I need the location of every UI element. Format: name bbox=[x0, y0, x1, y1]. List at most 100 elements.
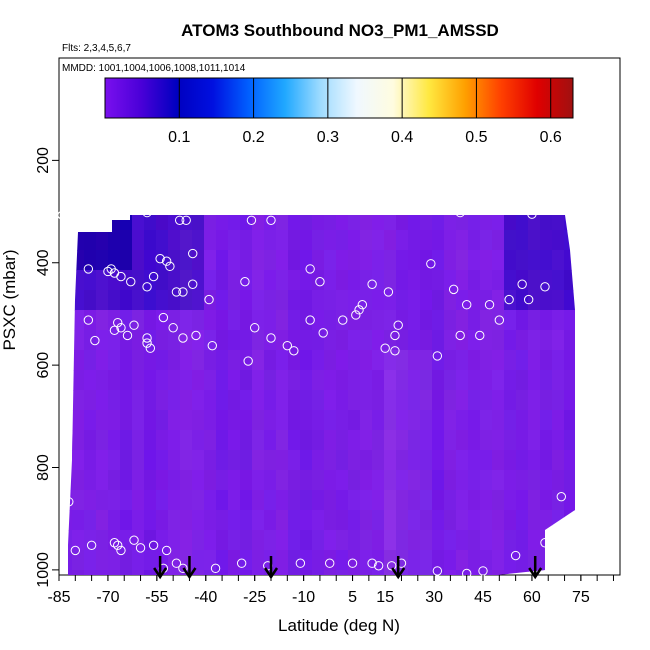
field-cell bbox=[204, 410, 217, 431]
field-cell bbox=[420, 215, 433, 231]
field-cell bbox=[396, 270, 409, 291]
field-cell bbox=[432, 530, 445, 551]
field-cell bbox=[444, 450, 457, 471]
field-cell bbox=[504, 450, 517, 471]
field-cell bbox=[432, 270, 445, 291]
field-cell bbox=[468, 430, 481, 451]
field-cell bbox=[228, 390, 241, 411]
field-cell bbox=[516, 570, 529, 575]
field-cell bbox=[408, 390, 421, 411]
field-cell bbox=[576, 270, 589, 291]
field-cell bbox=[120, 530, 133, 551]
field-cell bbox=[312, 410, 325, 431]
field-cell bbox=[288, 330, 301, 351]
field-cell bbox=[68, 290, 73, 311]
observation-point bbox=[174, 172, 185, 182]
field-cell bbox=[396, 250, 409, 271]
arrow-head bbox=[391, 567, 406, 580]
field-cell bbox=[324, 570, 337, 575]
field-cell bbox=[72, 250, 85, 271]
field-cell bbox=[456, 270, 469, 291]
field-cell bbox=[468, 490, 481, 511]
field-cell bbox=[228, 510, 241, 531]
observation-point bbox=[103, 266, 113, 277]
field-cell bbox=[312, 450, 325, 471]
field-cell bbox=[576, 430, 589, 451]
field-cell bbox=[96, 230, 109, 251]
observation-point bbox=[455, 207, 465, 218]
observation-point bbox=[550, 183, 560, 194]
observation-point bbox=[347, 558, 358, 568]
field-cell bbox=[204, 510, 217, 531]
field-cell bbox=[324, 370, 337, 391]
field-cell bbox=[240, 290, 253, 311]
field-cell bbox=[456, 470, 469, 491]
field-cell bbox=[312, 430, 325, 451]
field-cell bbox=[540, 350, 553, 371]
field-cell bbox=[204, 250, 217, 271]
field-cell bbox=[120, 250, 133, 271]
observation-point bbox=[246, 215, 257, 225]
colorbar-tick-label: 0.4 bbox=[391, 129, 413, 146]
field-cell bbox=[216, 550, 229, 571]
field-cell bbox=[120, 290, 133, 311]
observation-point bbox=[416, 194, 426, 204]
field-cell bbox=[300, 570, 313, 575]
field-cell bbox=[132, 390, 145, 411]
observation-point bbox=[148, 271, 159, 282]
field-cell bbox=[252, 250, 265, 271]
field-cell bbox=[192, 350, 205, 371]
field-cell bbox=[372, 215, 385, 231]
field-cell bbox=[432, 330, 445, 351]
field-cell bbox=[288, 430, 301, 451]
x-tick-label: 15 bbox=[376, 589, 394, 606]
field-cell bbox=[432, 390, 445, 411]
field-cell bbox=[480, 470, 493, 491]
field-cell bbox=[372, 230, 385, 251]
field-cell bbox=[216, 410, 229, 431]
field-cell bbox=[72, 570, 85, 575]
field-cell bbox=[68, 470, 73, 491]
field-cell bbox=[144, 510, 157, 531]
field-cell bbox=[216, 370, 229, 391]
field-cell bbox=[444, 290, 457, 311]
y-axis: 200 400 600 800 1000 bbox=[35, 147, 59, 588]
field-cell bbox=[504, 250, 517, 271]
field-cell bbox=[312, 230, 325, 251]
observation-point bbox=[354, 305, 364, 315]
field-cell bbox=[168, 410, 181, 431]
field-cell bbox=[192, 530, 205, 551]
field-cell bbox=[564, 550, 575, 571]
field-cell bbox=[312, 350, 325, 371]
field-cell bbox=[84, 450, 97, 471]
field-cell bbox=[480, 310, 493, 331]
field-cell bbox=[300, 510, 313, 531]
field-cell bbox=[432, 450, 445, 471]
field-cell bbox=[180, 370, 193, 391]
field-cell bbox=[444, 230, 457, 251]
observation-point bbox=[455, 330, 465, 341]
field-cell bbox=[540, 490, 553, 511]
field-cell bbox=[372, 430, 385, 451]
field-cell bbox=[144, 250, 157, 271]
observation-point bbox=[523, 294, 534, 305]
observation-point bbox=[171, 287, 182, 297]
field-cell bbox=[420, 410, 433, 431]
x-tick-label: -25 bbox=[243, 589, 266, 606]
field-cell bbox=[408, 450, 421, 471]
field-cell bbox=[288, 530, 301, 551]
field-cell bbox=[216, 350, 229, 371]
field-cell bbox=[396, 450, 409, 471]
field-cell bbox=[144, 310, 157, 331]
field-cell bbox=[156, 430, 169, 451]
field-cell bbox=[180, 215, 193, 231]
field-cell bbox=[156, 350, 169, 371]
field-cell bbox=[228, 370, 241, 391]
observation-point bbox=[445, 195, 456, 205]
observation-point bbox=[109, 538, 120, 548]
field-cell bbox=[204, 370, 217, 391]
field-cell bbox=[68, 390, 73, 411]
field-cell bbox=[96, 290, 109, 311]
field-cell bbox=[168, 230, 181, 251]
